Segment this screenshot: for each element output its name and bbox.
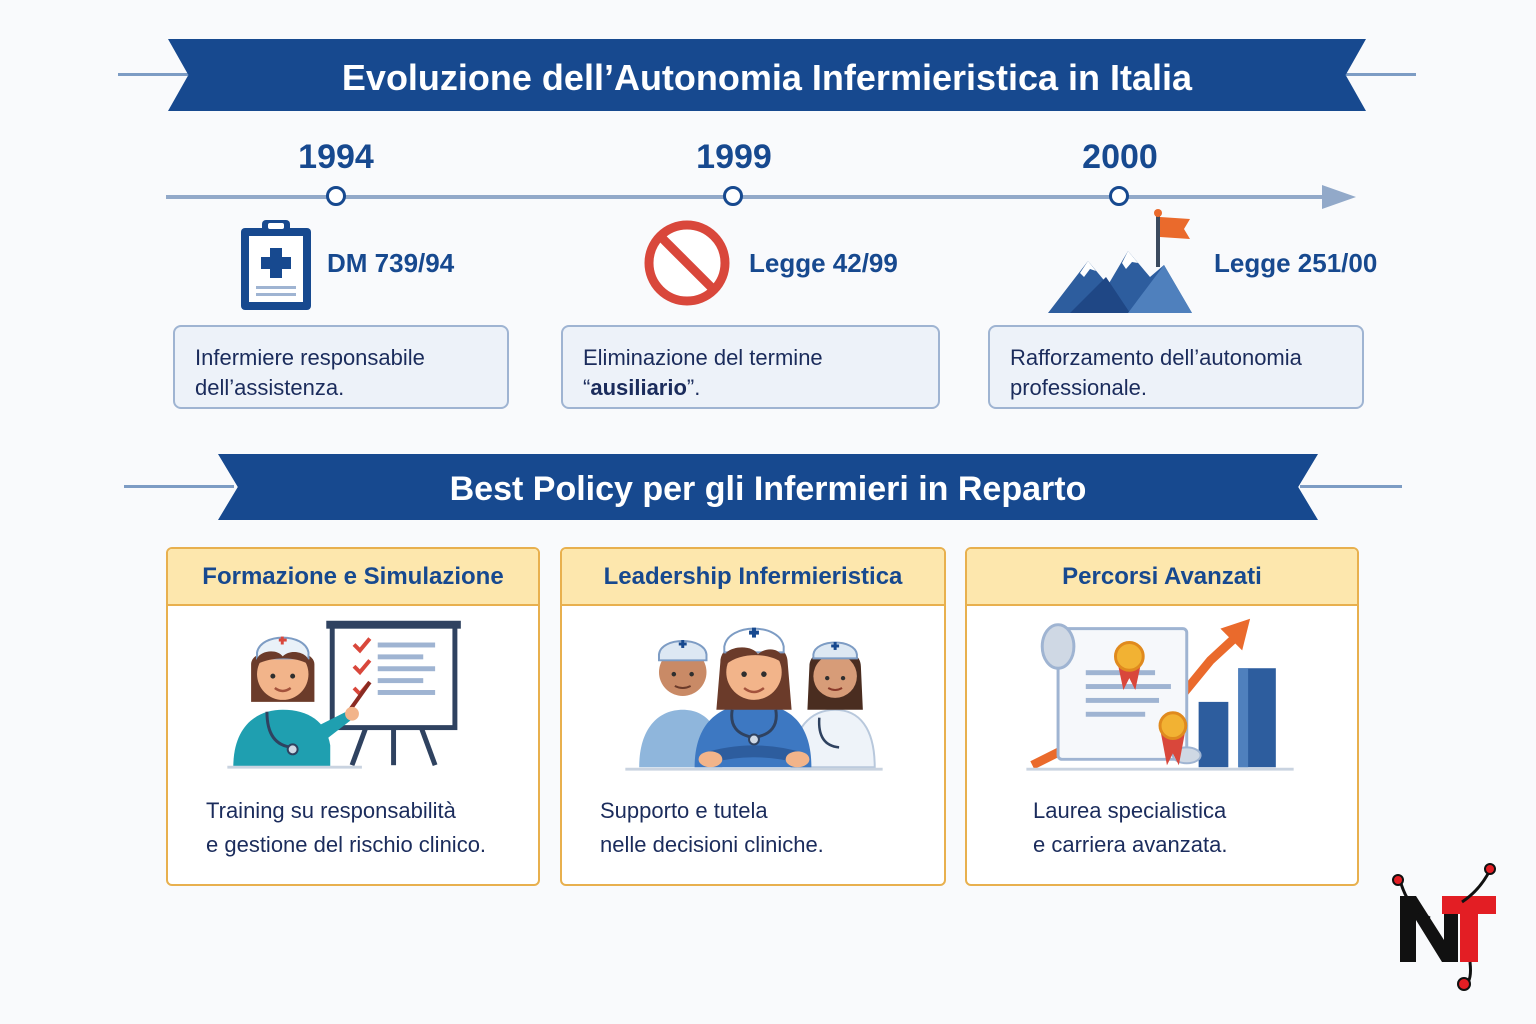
header-ribbon: Evoluzione dell’Autonomia Infermieristic… <box>168 39 1366 111</box>
timeline-axis <box>166 195 1332 199</box>
card-line: nelle decisioni cliniche. <box>600 832 824 857</box>
timeline-law-1994: DM 739/94 <box>327 248 455 278</box>
card-line: Training su responsabilità <box>206 798 456 823</box>
quote-close: ”. <box>686 375 701 400</box>
timeline-node-1999 <box>723 186 743 206</box>
note-line: professionale. <box>1010 375 1147 400</box>
card-description: Laurea specialistica e carriera avanzata… <box>1033 794 1227 862</box>
policies-line-right <box>1300 485 1402 488</box>
timeline-note-1999: Eliminazione del termine “ausiliario”. <box>561 325 940 409</box>
policy-card-leadership: Leadership Infermieristica <box>560 547 946 886</box>
timeline-law-1999: Legge 42/99 <box>749 248 898 278</box>
note-line: dell’assistenza. <box>195 375 345 400</box>
nurse-presentation-icon <box>227 620 461 769</box>
note-line-quoted: “ausiliario”. <box>583 373 918 403</box>
timeline-note-1994: Infermiere responsabile dell’assistenza. <box>173 325 509 409</box>
header-line-left <box>118 73 188 76</box>
timeline-year-1994: 1994 <box>298 138 374 176</box>
policy-card-percorsi: Percorsi Avanzati Laurea specialistica e… <box>965 547 1359 886</box>
clipboard-cross-icon <box>241 220 311 310</box>
timeline-arrowhead <box>1322 185 1356 209</box>
diploma-growth-chart-icon <box>1026 618 1294 771</box>
header-line-right <box>1346 73 1416 76</box>
card-line: Laurea specialistica <box>1033 798 1227 823</box>
card-title: Formazione e Simulazione <box>168 549 538 606</box>
note-bold-term: ausiliario <box>590 375 687 400</box>
nurse-team-icon <box>625 627 883 771</box>
policies-title: Best Policy per gli Infermieri in Repart… <box>449 470 1087 508</box>
card-description: Training su responsabilità e gestione de… <box>206 794 486 862</box>
note-line: Eliminazione del termine <box>583 345 823 370</box>
nt-stethoscope-logo <box>1392 863 1496 991</box>
timeline-note-2000: Rafforzamento dell’autonomia professiona… <box>988 325 1364 409</box>
card-description: Supporto e tutela nelle decisioni clinic… <box>600 794 824 862</box>
note-line: Infermiere responsabile <box>195 345 425 370</box>
timeline-year-1999: 1999 <box>696 138 772 176</box>
mountain-flag-icon <box>1048 209 1192 313</box>
card-line: e carriera avanzata. <box>1033 832 1228 857</box>
card-title: Percorsi Avanzati <box>967 549 1357 606</box>
timeline-law-2000: Legge 251/00 <box>1214 248 1378 278</box>
card-line: Supporto e tutela <box>600 798 768 823</box>
timeline-node-2000 <box>1109 186 1129 206</box>
note-line: Rafforzamento dell’autonomia <box>1010 345 1302 370</box>
quote-open: “ <box>583 375 591 400</box>
card-title: Leadership Infermieristica <box>562 549 944 606</box>
policies-ribbon: Best Policy per gli Infermieri in Repart… <box>218 454 1318 520</box>
timeline-year-2000: 2000 <box>1082 138 1158 176</box>
page-title: Evoluzione dell’Autonomia Infermieristic… <box>341 57 1193 98</box>
timeline-node-1994 <box>326 186 346 206</box>
policies-line-left <box>124 485 234 488</box>
prohibition-icon <box>644 220 730 306</box>
policy-card-formazione: Formazione e Simulazione Trainin <box>166 547 540 886</box>
card-line: e gestione del rischio clinico. <box>206 832 487 857</box>
